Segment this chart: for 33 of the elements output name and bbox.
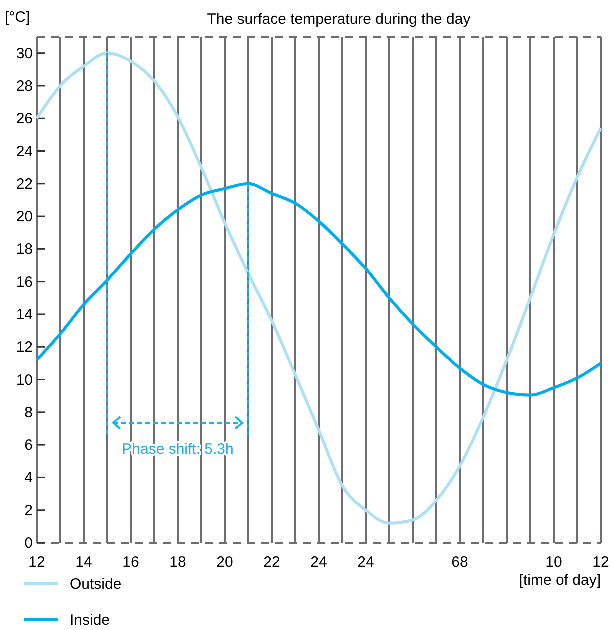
x-tick-label: 10: [546, 554, 562, 571]
y-tick-label: 18: [16, 241, 33, 258]
line-series: [36, 52, 602, 525]
x-axis-title: [time of day]: [519, 572, 601, 589]
chart-title: The surface temperature during the day: [207, 11, 472, 28]
x-tick-label: 22: [264, 554, 280, 571]
y-tick-label: 14: [16, 306, 33, 324]
legend-label: Outside: [70, 576, 122, 593]
y-tick-label: 0: [24, 535, 33, 552]
x-tick-label: 14: [76, 554, 92, 571]
y-tick-label: 10: [16, 372, 33, 389]
x-tick-label: 68: [452, 554, 468, 571]
y-tick-label: 2: [24, 502, 33, 520]
y-tick-label: 12: [16, 339, 33, 356]
y-axis-title: [°C]: [5, 9, 30, 26]
x-tick-label: 24: [310, 554, 328, 571]
y-tick-label: 16: [16, 274, 33, 291]
x-tick-label: 18: [170, 554, 186, 571]
y-tick-label: 6: [24, 437, 33, 454]
y-tick-label: 24: [16, 143, 33, 160]
y-tick-label: 4: [24, 470, 33, 487]
x-tick-label: 24: [358, 554, 374, 571]
y-tick-label: 20: [16, 208, 33, 226]
y-tick-label: 26: [16, 110, 33, 128]
legend-label: Inside: [70, 612, 110, 629]
x-tick-label: 16: [122, 554, 140, 571]
y-tick-label: 8: [24, 404, 33, 422]
x-tick-label: 20: [216, 554, 234, 571]
x-tick-label: 12: [592, 554, 610, 571]
y-tick-label: 28: [16, 78, 33, 95]
line-series: [36, 182, 602, 397]
y-tick-label: 22: [16, 176, 33, 193]
y-tick-label: 30: [16, 45, 33, 62]
